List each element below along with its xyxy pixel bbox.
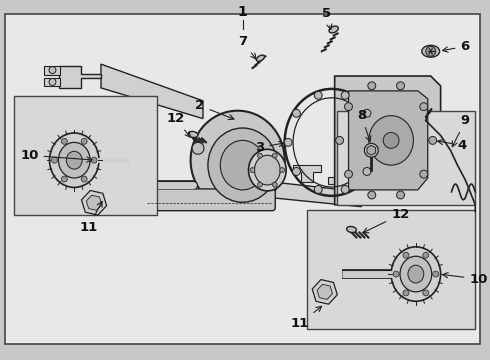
Text: 8: 8 — [357, 109, 371, 141]
FancyBboxPatch shape — [5, 14, 480, 345]
Circle shape — [368, 82, 376, 90]
Circle shape — [344, 170, 352, 178]
Circle shape — [91, 157, 97, 163]
Circle shape — [420, 170, 428, 178]
Circle shape — [336, 136, 343, 144]
Text: 9: 9 — [452, 114, 470, 147]
FancyBboxPatch shape — [14, 96, 157, 215]
Text: 12: 12 — [166, 112, 191, 137]
Circle shape — [314, 185, 322, 193]
Circle shape — [396, 191, 405, 199]
Text: 10: 10 — [20, 149, 92, 162]
Ellipse shape — [188, 131, 198, 138]
Ellipse shape — [66, 151, 82, 169]
Text: 11: 11 — [291, 306, 321, 330]
FancyBboxPatch shape — [144, 189, 275, 211]
Circle shape — [423, 290, 429, 296]
Text: 4: 4 — [438, 139, 466, 152]
Circle shape — [368, 191, 376, 199]
Circle shape — [393, 271, 399, 277]
Circle shape — [383, 132, 399, 148]
Circle shape — [363, 109, 371, 117]
Circle shape — [396, 82, 405, 90]
Circle shape — [272, 153, 277, 158]
Circle shape — [49, 78, 56, 85]
Circle shape — [344, 103, 352, 111]
Ellipse shape — [329, 26, 338, 33]
Text: 7: 7 — [238, 35, 256, 59]
Ellipse shape — [58, 142, 90, 178]
FancyBboxPatch shape — [44, 66, 60, 75]
Circle shape — [363, 167, 371, 175]
Circle shape — [192, 142, 204, 154]
Ellipse shape — [408, 265, 424, 283]
Circle shape — [403, 252, 409, 258]
Text: 3: 3 — [255, 141, 284, 154]
FancyBboxPatch shape — [337, 111, 475, 205]
Circle shape — [257, 153, 262, 158]
Ellipse shape — [191, 111, 285, 210]
Circle shape — [365, 143, 378, 157]
Circle shape — [81, 138, 87, 144]
Circle shape — [49, 67, 56, 73]
Circle shape — [293, 109, 300, 117]
Circle shape — [61, 176, 67, 182]
Circle shape — [293, 167, 300, 175]
Text: 10: 10 — [442, 273, 488, 285]
Circle shape — [420, 103, 428, 111]
Ellipse shape — [369, 116, 414, 165]
Ellipse shape — [248, 149, 286, 191]
Text: 2: 2 — [196, 99, 234, 120]
Ellipse shape — [254, 155, 280, 185]
Polygon shape — [59, 66, 101, 88]
Ellipse shape — [208, 128, 277, 202]
Circle shape — [250, 168, 255, 172]
Ellipse shape — [422, 45, 440, 57]
Ellipse shape — [49, 133, 99, 188]
Circle shape — [280, 168, 285, 172]
Ellipse shape — [256, 55, 265, 61]
Circle shape — [403, 290, 409, 296]
Circle shape — [423, 252, 429, 258]
Polygon shape — [101, 64, 203, 118]
Circle shape — [51, 157, 57, 163]
Polygon shape — [348, 91, 428, 190]
Polygon shape — [328, 177, 355, 194]
Circle shape — [433, 271, 439, 277]
FancyBboxPatch shape — [307, 210, 475, 329]
Circle shape — [314, 91, 322, 99]
Polygon shape — [272, 182, 362, 207]
Circle shape — [81, 176, 87, 182]
Circle shape — [341, 91, 349, 99]
Text: 11: 11 — [79, 201, 102, 234]
Text: 1: 1 — [238, 5, 247, 19]
Circle shape — [272, 182, 277, 187]
Polygon shape — [293, 165, 321, 182]
Circle shape — [429, 136, 437, 144]
Text: 6: 6 — [442, 40, 470, 53]
Circle shape — [426, 46, 436, 56]
FancyBboxPatch shape — [44, 77, 60, 86]
Circle shape — [371, 138, 379, 146]
Ellipse shape — [391, 247, 441, 301]
Circle shape — [284, 138, 292, 146]
Ellipse shape — [220, 140, 265, 190]
Ellipse shape — [346, 226, 356, 233]
Text: 5: 5 — [322, 7, 332, 30]
Ellipse shape — [400, 256, 432, 292]
Circle shape — [61, 138, 67, 144]
Circle shape — [257, 182, 262, 187]
Polygon shape — [335, 76, 441, 205]
Circle shape — [341, 185, 349, 193]
Text: 12: 12 — [363, 208, 409, 233]
